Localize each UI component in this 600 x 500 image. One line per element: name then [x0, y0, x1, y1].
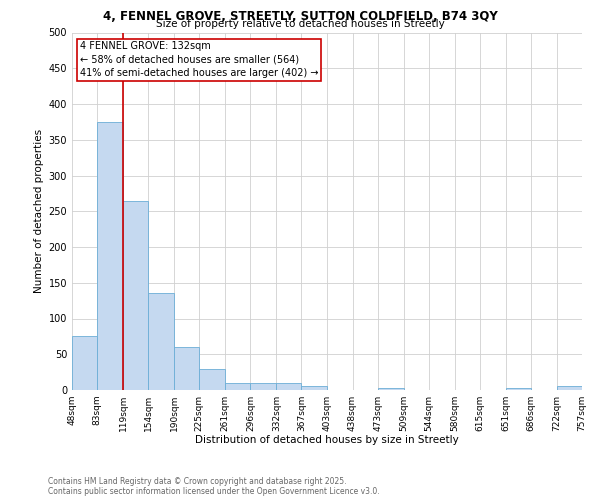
Text: Size of property relative to detached houses in Streetly: Size of property relative to detached ho… — [155, 19, 445, 29]
Bar — [301, 386, 328, 390]
Bar — [174, 347, 199, 390]
Bar — [225, 383, 250, 390]
Y-axis label: Number of detached properties: Number of detached properties — [34, 129, 44, 294]
Text: 4 FENNEL GROVE: 132sqm
← 58% of detached houses are smaller (564)
41% of semi-de: 4 FENNEL GROVE: 132sqm ← 58% of detached… — [80, 42, 318, 78]
Bar — [557, 386, 582, 390]
Bar — [276, 383, 301, 390]
Bar — [148, 294, 174, 390]
Text: Contains HM Land Registry data © Crown copyright and database right 2025.
Contai: Contains HM Land Registry data © Crown c… — [48, 476, 380, 496]
Bar — [506, 388, 531, 390]
X-axis label: Distribution of detached houses by size in Streetly: Distribution of detached houses by size … — [195, 436, 459, 446]
Bar — [250, 383, 276, 390]
Text: 4, FENNEL GROVE, STREETLY, SUTTON COLDFIELD, B74 3QY: 4, FENNEL GROVE, STREETLY, SUTTON COLDFI… — [103, 10, 497, 23]
Bar — [97, 122, 123, 390]
Bar — [378, 388, 404, 390]
Bar — [199, 368, 225, 390]
Bar — [72, 336, 97, 390]
Bar — [123, 200, 148, 390]
